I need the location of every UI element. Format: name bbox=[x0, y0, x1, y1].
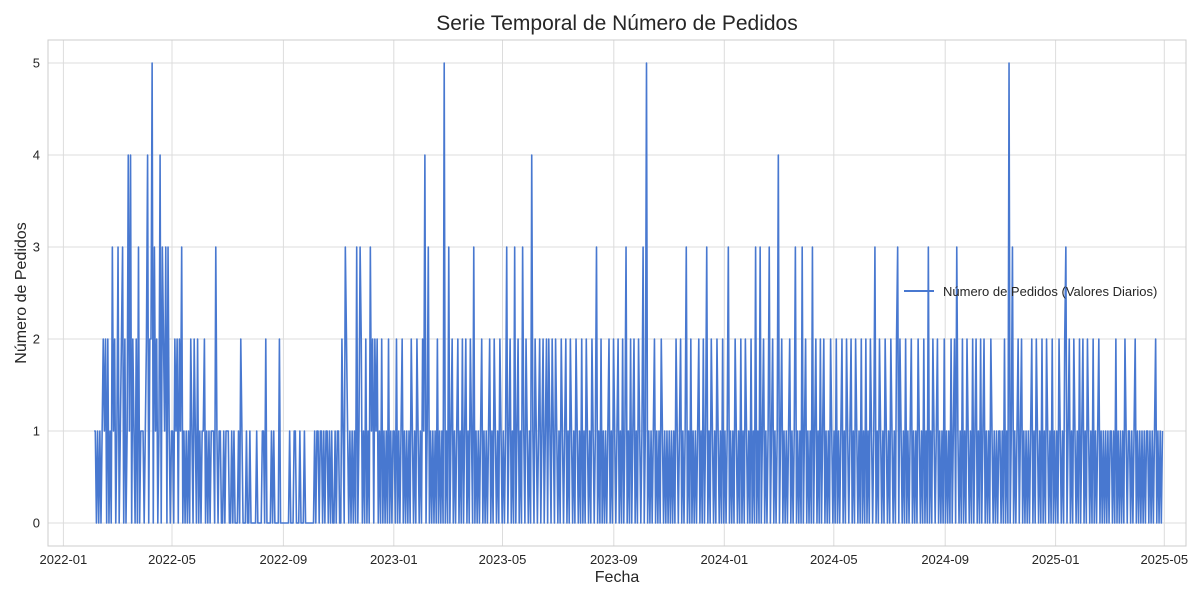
x-tick-labels: 2022-01 2022-05 2022-09 2023-01 2023-05 2023-… bbox=[40, 552, 1189, 567]
y-tick-label: 2 bbox=[33, 332, 40, 347]
x-tick-label: 2025-05 bbox=[1140, 552, 1188, 567]
y-tick-label: 0 bbox=[33, 516, 40, 531]
series-layer bbox=[94, 62, 1164, 524]
y-tick-label: 1 bbox=[33, 424, 40, 439]
x-tick-label: 2023-01 bbox=[370, 552, 418, 567]
x-tick-label: 2022-09 bbox=[260, 552, 308, 567]
x-tick-label: 2024-01 bbox=[700, 552, 748, 567]
legend-label: Número de Pedidos (Valores Diarios) bbox=[943, 284, 1157, 299]
x-tick-label: 2024-05 bbox=[810, 552, 858, 567]
x-tick-label: 2022-05 bbox=[148, 552, 196, 567]
y-axis-label: Número de Pedidos bbox=[13, 222, 30, 363]
y-tick-label: 3 bbox=[33, 240, 40, 255]
plot-area-frame bbox=[47, 39, 1187, 547]
chart-legend: Número de Pedidos (Valores Diarios) bbox=[904, 284, 1157, 299]
y-tick-labels: 0 1 2 3 4 5 bbox=[33, 56, 40, 531]
x-tick-label: 2023-05 bbox=[479, 552, 527, 567]
y-tick-label: 5 bbox=[33, 56, 40, 71]
x-axis-label: Fecha bbox=[595, 569, 640, 586]
y-tick-label: 4 bbox=[33, 148, 40, 163]
x-tick-label: 2022-01 bbox=[40, 552, 88, 567]
x-tick-label: 2025-01 bbox=[1032, 552, 1080, 567]
chart-title: Serie Temporal de Número de Pedidos bbox=[436, 12, 797, 35]
x-tick-label: 2024-09 bbox=[921, 552, 969, 567]
series-line-0 bbox=[94, 62, 1164, 524]
x-tick-label: 2023-09 bbox=[590, 552, 638, 567]
